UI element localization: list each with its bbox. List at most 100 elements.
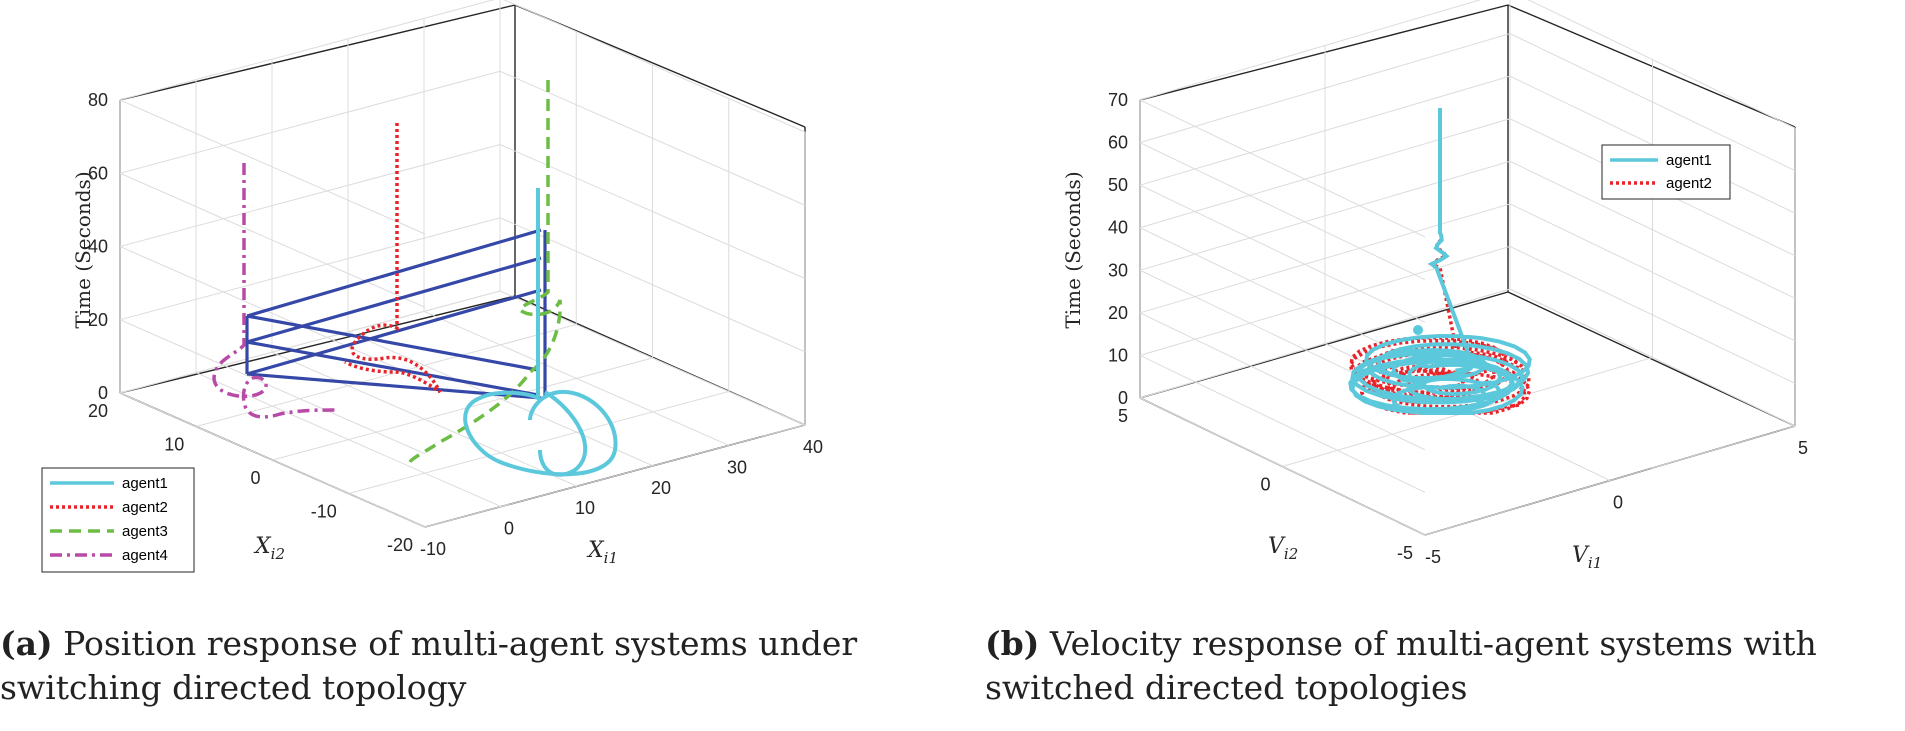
caption-b-line1: Velocity response of multi-agent systems… [1049, 624, 1817, 663]
legend-b: agent1 agent2 [1601, 144, 1731, 200]
caption-b-line2: switched directed topologies [985, 668, 1468, 707]
z-axis-label-a: Time (Seconds) [71, 171, 95, 328]
agent1-marker [1413, 325, 1423, 335]
topology-edge [246, 288, 542, 376]
gridline-z [1139, 0, 1796, 129]
legend-label-agent1: agent1 [1666, 152, 1712, 169]
x-axis-label-b: Vi1 [1572, 543, 1602, 572]
gridline-z [119, 143, 806, 279]
y-axis-label-b: Vi2 [1268, 534, 1298, 563]
data-series-b [1348, 108, 1532, 415]
z-axis-label-b: Time (Seconds) [1061, 171, 1085, 328]
z-tick-label: 80 [88, 90, 108, 110]
legend-box-b [1601, 144, 1731, 200]
topology-edge [246, 314, 539, 372]
gridline-z-left [1139, 99, 1426, 238]
y-tick-label: 10 [164, 435, 184, 455]
gridline-z-left [119, 99, 426, 235]
gridline-z [1139, 118, 1796, 257]
gridline-z [1139, 288, 1796, 427]
y-tick-label: 0 [250, 468, 260, 488]
z-tick-label: 0 [1118, 388, 1128, 408]
data-series-a [212, 80, 618, 477]
gridline-z-left [1139, 142, 1426, 281]
x-tick-label: 5 [1798, 438, 1808, 458]
x-tick-label: 30 [727, 457, 747, 477]
x-tick-label: 0 [1613, 493, 1623, 513]
x-tick-label: 20 [651, 478, 671, 498]
legend-label-agent2: agent2 [1666, 175, 1712, 192]
gridline-z [119, 0, 806, 133]
z-tick-label: 50 [1108, 175, 1128, 195]
gridline-z-left [1139, 227, 1426, 366]
series-agent1-loop [538, 390, 588, 477]
gridline-z-left [119, 319, 426, 455]
gridline-z-left [1139, 312, 1426, 451]
y-tick-label: -5 [1397, 543, 1413, 563]
caption-a-tag: (a) [0, 624, 53, 663]
gridline-z-left [119, 172, 426, 308]
x-tick-label: 0 [504, 519, 514, 539]
topology-edge [246, 256, 542, 344]
legend-label-agent4: agent4 [122, 547, 168, 564]
y-tick-label: 0 [1260, 475, 1270, 495]
caption-b-tag: (b) [985, 624, 1040, 663]
z-tick-label: 0 [98, 383, 108, 403]
legend-a: agent1 agent2 agent3 agent4 [41, 467, 195, 573]
gridline-y [119, 0, 501, 394]
back-edge-top-left-a [119, 4, 516, 101]
gridline-z [1139, 245, 1796, 384]
gridline-z [1139, 160, 1796, 299]
gridline-z [119, 217, 806, 353]
gridline-z [119, 70, 806, 206]
z-tick-label: 40 [1108, 218, 1128, 238]
z-tick-label: 30 [1108, 260, 1128, 280]
topology-edge [246, 340, 539, 397]
gridline-z-left [1139, 397, 1426, 536]
gridline-y [272, 65, 653, 461]
y-axis-label-a: Xi2 [253, 534, 285, 563]
axes-box-a [119, 4, 806, 528]
gridline-x [1324, 45, 1611, 481]
gridline-x [1139, 100, 1426, 536]
z-tick-label: 60 [88, 163, 108, 183]
z-tick-label: 10 [1108, 345, 1128, 365]
z-tick-label: 20 [1108, 303, 1128, 323]
series-agent1 [1348, 108, 1532, 415]
series-agent3 [408, 80, 562, 464]
y-tick-label: -20 [387, 535, 413, 555]
gridline-z [1139, 33, 1796, 172]
z-tick-label: 70 [1108, 90, 1128, 110]
y-tick-label: -10 [311, 502, 337, 522]
x-tick-label: -5 [1425, 547, 1441, 567]
floor-edge-left-a [119, 295, 516, 394]
y-tick-label: 20 [88, 401, 108, 421]
caption-b: (b) Velocity response of multi-agent sys… [985, 622, 1905, 710]
caption-a: (a) Position response of multi-agent sys… [0, 622, 940, 710]
gridline-z-left [119, 246, 426, 381]
x-tick-label: -10 [420, 539, 446, 559]
legend-label-agent2: agent2 [122, 499, 168, 516]
legend-label-agent1: agent1 [122, 475, 168, 492]
axes-box-b [1139, 4, 1796, 536]
gridline-z-left [1139, 354, 1426, 493]
floor-edge-right-b [1507, 291, 1796, 427]
grid-b [1139, 0, 1796, 536]
caption-a-line2: switching directed topology [0, 668, 467, 707]
z-tick-label: 60 [1108, 133, 1128, 153]
grid-a [119, 0, 806, 528]
series-agent4 [212, 163, 336, 419]
gridline-y [424, 132, 806, 528]
gridline-z-left [119, 392, 426, 528]
topology-edge [246, 228, 542, 318]
back-edge-top-right-b [1507, 4, 1796, 128]
x-tick-label: 40 [803, 437, 823, 457]
legend-label-agent3: agent3 [122, 523, 168, 540]
caption-a-line1: Position response of multi-agent systems… [63, 624, 858, 663]
z-tick-label: 40 [88, 237, 108, 257]
